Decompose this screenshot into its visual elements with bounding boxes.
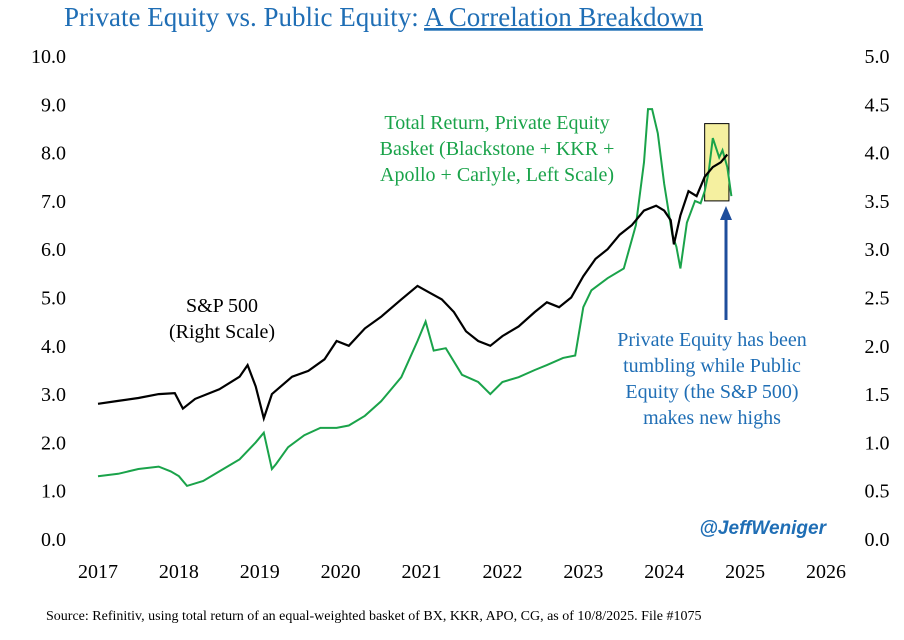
chart-title-link[interactable]: A Correlation Breakdown (424, 2, 703, 32)
x-tick-label: 2020 (321, 561, 361, 583)
sp500-series-label: S&P 500 (Right Scale) (169, 295, 275, 343)
left-tick-label: 2.0 (41, 432, 66, 454)
right-tick-label: 1.5 (865, 384, 890, 406)
x-tick-label: 2023 (563, 561, 603, 583)
sp500-series-line (97, 153, 729, 423)
right-axis-ticks: 5.0 4.5 4.0 3.5 3.0 2.5 2.0 1.5 1.0 0.5 0.0 (865, 46, 890, 551)
right-tick-label: 3.0 (865, 239, 890, 261)
right-tick-label: 0.0 (865, 529, 890, 551)
left-tick-label: 1.0 (41, 481, 66, 503)
left-tick-label: 5.0 (41, 288, 66, 310)
right-tick-label: 2.5 (865, 288, 890, 310)
x-tick-label: 2021 (402, 561, 442, 583)
x-tick-label: 2022 (482, 561, 522, 583)
source-note: Source: Refinitiv, using total return of… (46, 609, 701, 624)
private-equity-series-label: Total Return, Private Equity Basket (Blac… (380, 112, 615, 186)
right-tick-label: 3.5 (865, 191, 890, 213)
right-tick-label: 0.5 (865, 481, 890, 503)
x-tick-label: 2017 (78, 561, 118, 583)
x-tick-label: 2019 (240, 561, 280, 583)
x-tick-label: 2026 (806, 561, 846, 583)
right-tick-label: 4.0 (865, 143, 890, 165)
left-axis-ticks: 10.0 9.0 8.0 7.0 6.0 5.0 4.0 3.0 2.0 1.0 0.0 (31, 46, 66, 551)
left-tick-label: 0.0 (41, 529, 66, 551)
callout-line: makes new highs (643, 407, 781, 429)
x-tick-label: 2024 (644, 561, 684, 583)
right-tick-label: 2.0 (865, 336, 890, 358)
left-tick-label: 6.0 (41, 239, 66, 261)
private-equity-series-line (97, 108, 733, 488)
x-axis-ticks: 2017 2018 2019 2020 2021 2022 2023 2024 2025 2026 (78, 561, 846, 583)
callout-line: Equity (the S&P 500) (625, 381, 798, 403)
left-tick-label: 8.0 (41, 143, 66, 165)
callout-annotation: Private Equity has been tumbling while Pu… (617, 329, 806, 429)
private-equity-label-line: Total Return, Private Equity (384, 112, 609, 134)
right-tick-label: 1.0 (865, 432, 890, 454)
x-tick-label: 2018 (159, 561, 199, 583)
chart-title-main: Private Equity vs. Public Equity: (64, 2, 424, 32)
arrow-head-icon (720, 206, 732, 220)
private-equity-label-line: Apollo + Carlyle, Left Scale) (380, 164, 614, 186)
callout-line: tumbling while Public (623, 355, 801, 377)
left-tick-label: 4.0 (41, 336, 66, 358)
right-tick-label: 5.0 (865, 46, 890, 68)
callout-line: Private Equity has been (617, 329, 806, 351)
chart-title: Private Equity vs. Public Equity: A Corr… (64, 2, 703, 32)
left-tick-label: 7.0 (41, 191, 66, 213)
author-handle: @JeffWeniger (699, 518, 827, 539)
left-tick-label: 3.0 (41, 384, 66, 406)
left-tick-label: 9.0 (41, 94, 66, 116)
sp500-label-line: S&P 500 (186, 295, 258, 317)
x-tick-label: 2025 (725, 561, 765, 583)
right-tick-label: 4.5 (865, 94, 890, 116)
private-equity-label-line: Basket (Blackstone + KKR + (380, 138, 615, 160)
left-tick-label: 10.0 (31, 46, 66, 68)
sp500-label-line: (Right Scale) (169, 321, 275, 343)
